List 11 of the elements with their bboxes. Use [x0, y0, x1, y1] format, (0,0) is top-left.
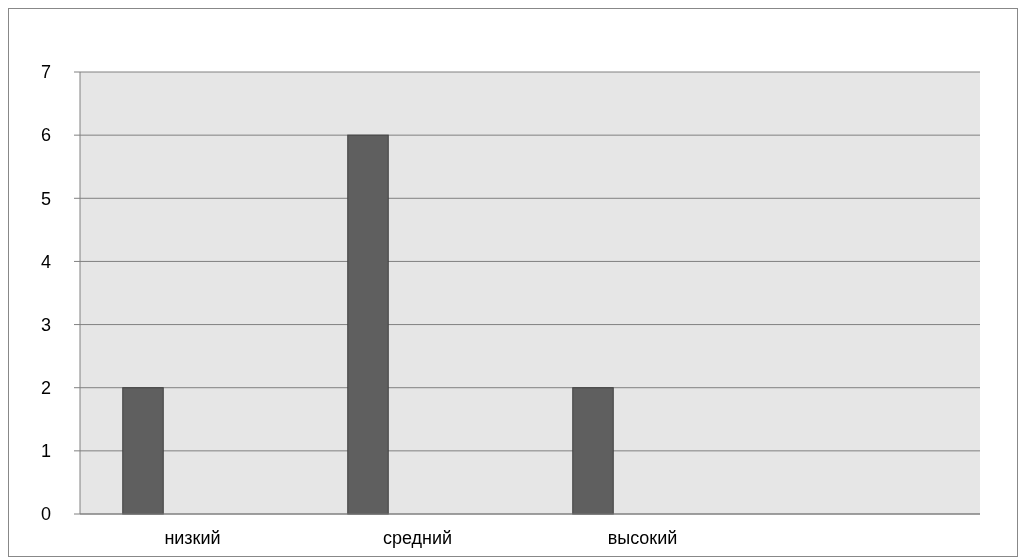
y-tick-label: 5 — [40, 188, 52, 209]
y-tick-label: 4 — [40, 251, 52, 272]
y-tick-label: 6 — [40, 125, 52, 146]
y-tick-label: 3 — [40, 314, 52, 335]
y-tick-label: 2 — [40, 378, 52, 399]
x-tick-label: средний — [382, 528, 453, 548]
x-tick-label: низкий — [164, 528, 221, 548]
y-tick-label: 0 — [40, 504, 52, 525]
y-tick-label: 7 — [40, 62, 52, 83]
x-tick-label: высокий — [607, 528, 678, 548]
y-tick-label: 1 — [40, 441, 52, 462]
